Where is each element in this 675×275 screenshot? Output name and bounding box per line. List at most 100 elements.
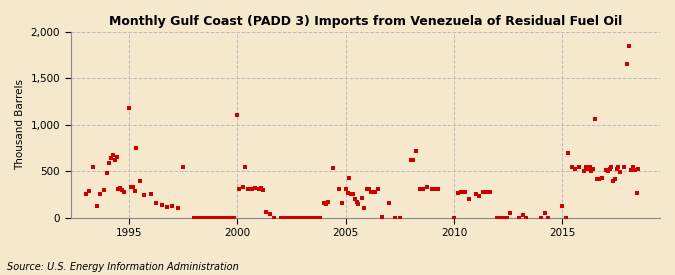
Point <box>128 185 138 189</box>
Point <box>102 171 113 175</box>
Point <box>129 188 140 193</box>
Point <box>449 215 460 220</box>
Point <box>255 186 266 190</box>
Point <box>543 215 554 220</box>
Point <box>633 167 644 172</box>
Point <box>613 164 624 169</box>
Point <box>406 158 416 162</box>
Point <box>246 187 257 191</box>
Point <box>323 200 333 205</box>
Point <box>225 215 236 220</box>
Point <box>460 189 470 194</box>
Point <box>131 146 142 150</box>
Point <box>261 210 271 215</box>
Point <box>294 215 304 220</box>
Point <box>356 196 367 200</box>
Point <box>407 158 418 162</box>
Point <box>535 215 546 220</box>
Point <box>88 164 99 169</box>
Point <box>433 187 443 191</box>
Point <box>383 200 394 205</box>
Point <box>238 185 248 189</box>
Point <box>312 215 323 220</box>
Point <box>622 62 633 67</box>
Point <box>427 187 438 191</box>
Point <box>586 169 597 173</box>
Point <box>340 187 351 191</box>
Point <box>104 161 115 165</box>
Point <box>477 189 488 194</box>
Point <box>578 169 589 173</box>
Point <box>113 187 124 191</box>
Point <box>115 186 126 190</box>
Point <box>521 215 532 220</box>
Point <box>615 170 626 174</box>
Point <box>275 215 286 220</box>
Point <box>346 192 356 197</box>
Point <box>485 189 495 194</box>
Point <box>411 148 422 153</box>
Point <box>107 153 118 158</box>
Point <box>539 211 550 215</box>
Text: Source: U.S. Energy Information Administration: Source: U.S. Energy Information Administ… <box>7 262 238 272</box>
Point <box>117 188 128 192</box>
Point <box>337 201 348 205</box>
Point <box>145 192 156 196</box>
Point <box>321 202 331 206</box>
Point <box>481 189 492 194</box>
Point <box>593 176 604 181</box>
Y-axis label: Thousand Barrels: Thousand Barrels <box>15 79 25 170</box>
Point <box>221 215 232 220</box>
Point <box>268 215 279 220</box>
Point <box>189 215 200 220</box>
Point <box>373 187 383 191</box>
Point <box>364 187 375 191</box>
Point <box>557 203 568 208</box>
Point <box>228 215 239 220</box>
Point <box>566 165 577 170</box>
Point <box>297 215 308 220</box>
Point <box>501 215 512 220</box>
Point <box>597 175 608 180</box>
Point <box>562 150 573 155</box>
Point <box>304 215 315 220</box>
Point <box>178 165 189 170</box>
Point <box>514 215 524 220</box>
Point <box>369 189 380 194</box>
Point <box>333 187 344 191</box>
Point <box>601 168 612 172</box>
Point <box>626 168 637 172</box>
Point <box>214 215 225 220</box>
Point <box>124 106 134 110</box>
Point <box>257 188 268 192</box>
Point <box>606 165 617 170</box>
Point <box>505 211 516 215</box>
Point <box>452 190 463 195</box>
Point <box>265 212 275 216</box>
Point <box>362 187 373 191</box>
Point <box>126 185 136 189</box>
Point <box>290 215 300 220</box>
Point <box>456 189 466 194</box>
Point <box>474 194 485 199</box>
Point <box>495 215 506 220</box>
Point <box>243 187 254 191</box>
Point <box>250 186 261 190</box>
Point <box>602 169 613 173</box>
Point <box>500 215 510 220</box>
Point <box>106 156 117 160</box>
Point <box>353 202 364 206</box>
Point <box>591 176 602 181</box>
Point <box>422 185 433 189</box>
Point <box>344 175 355 180</box>
Point <box>463 196 474 201</box>
Point <box>232 113 243 118</box>
Point <box>118 189 129 194</box>
Point <box>429 187 439 191</box>
Point <box>589 117 600 121</box>
Point <box>377 214 387 219</box>
Point <box>518 213 529 217</box>
Point <box>200 215 211 220</box>
Point <box>111 155 122 160</box>
Point <box>618 165 629 170</box>
